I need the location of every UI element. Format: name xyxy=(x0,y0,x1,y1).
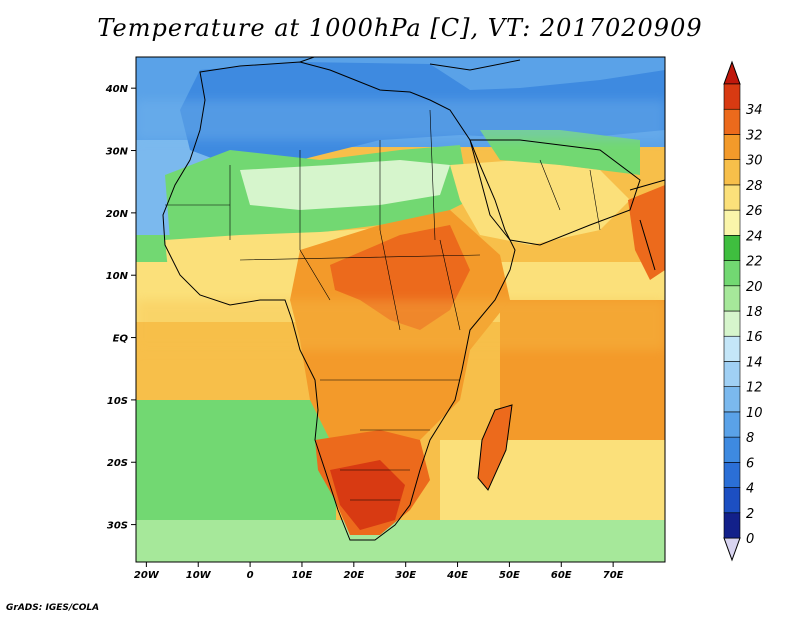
lat-tick-label: 30N xyxy=(106,147,129,158)
colorbar-level-label: 26 xyxy=(746,204,763,219)
colorbar-swatch xyxy=(723,134,741,160)
sahara-light xyxy=(240,160,450,210)
lon-tick-label: 20W xyxy=(134,570,160,581)
madagascar-warm xyxy=(478,405,512,490)
colorbar-swatch xyxy=(723,386,741,413)
lat-tick-label: 20N xyxy=(106,209,129,220)
colorbar-level-label: 20 xyxy=(746,280,763,295)
colorbar-level-label: 4 xyxy=(746,482,754,497)
temperature-field xyxy=(136,57,665,562)
colorbar-level-label: 0 xyxy=(746,532,754,547)
colorbar-level-label: 34 xyxy=(746,103,763,118)
lon-tick-label: 40E xyxy=(446,570,468,581)
colorbar-level-label: 12 xyxy=(746,381,763,396)
map-title: Temperature at 1000hPa [C], VT: 20170209… xyxy=(97,14,703,42)
india-hot xyxy=(628,185,665,280)
coastlines xyxy=(162,57,665,541)
lat-tick-label: 10S xyxy=(107,396,128,407)
lon-tick-label: 0 xyxy=(247,570,254,581)
lon-tick-label: 10E xyxy=(292,570,313,581)
lat-tick-label: 20S xyxy=(107,458,128,469)
colorbar-swatch xyxy=(723,487,741,514)
lat-tick-label: EQ xyxy=(113,334,129,345)
southern-africa-hot xyxy=(330,460,405,530)
colorbar-swatch xyxy=(723,184,741,211)
colorbar-swatch xyxy=(723,285,741,312)
colorbar-swatch xyxy=(723,512,741,539)
field-blend xyxy=(136,100,665,350)
lon-tick-label: 50E xyxy=(499,570,520,581)
colorbar-level-label: 2 xyxy=(746,507,754,522)
colorbar-level-label: 30 xyxy=(746,154,763,169)
colorbar-swatch xyxy=(723,335,741,362)
colorbar-swatch xyxy=(723,462,741,488)
colorbar-swatch xyxy=(723,436,741,463)
colorbar-level-label: 6 xyxy=(746,456,754,471)
arabia-green xyxy=(480,130,640,175)
southern-ocean-cool xyxy=(136,520,665,562)
colorbar-swatch xyxy=(723,411,741,438)
colorbar-level-label: 8 xyxy=(746,431,754,446)
colorbar-swatch xyxy=(723,235,741,261)
lat-tick-label: 30S xyxy=(107,521,128,532)
country-borders xyxy=(165,109,601,501)
colorbar-swatch xyxy=(723,83,741,110)
colorbar-swatch xyxy=(723,159,741,186)
colorbar-level-label: 22 xyxy=(746,255,763,270)
colorbar-swatch xyxy=(723,310,741,337)
colorbar-swatch xyxy=(723,361,741,387)
lon-tick-label: 30E xyxy=(395,570,416,581)
lon-tick-label: 60E xyxy=(551,570,572,581)
colorbar-swatch xyxy=(723,260,741,287)
colorbar-level-label: 18 xyxy=(746,305,763,320)
lon-tick-label: 20E xyxy=(343,570,364,581)
south-indian-ocean xyxy=(440,440,665,520)
map-frame xyxy=(135,56,666,563)
lon-tick-label: 10W xyxy=(186,570,212,581)
lat-tick-label: 40N xyxy=(105,84,129,95)
colorbar-level-label: 14 xyxy=(746,355,763,370)
colorbar-swatch xyxy=(723,108,741,135)
lon-tick-label: 70E xyxy=(603,570,624,581)
colorbar-over-arrow xyxy=(723,60,741,85)
colorbar-level-label: 16 xyxy=(746,330,763,345)
map-axes: 20W 10W 0 10E 20E 30E 40E 50E 60E 70E 40N 30N 20N 10N… xyxy=(105,84,624,581)
colorbar-swatch xyxy=(723,209,741,236)
arabia-warm xyxy=(450,160,630,245)
grads-credit: GrADS: IGES/COLA xyxy=(6,603,100,613)
colorbar-under-arrow xyxy=(723,537,741,562)
colorbar-level-label: 10 xyxy=(746,406,763,421)
lat-tick-label: 10N xyxy=(106,271,129,282)
colorbar-level-label: 32 xyxy=(746,128,763,143)
colorbar-level-label: 28 xyxy=(746,179,763,194)
colorbar-level-label: 24 xyxy=(746,229,763,244)
